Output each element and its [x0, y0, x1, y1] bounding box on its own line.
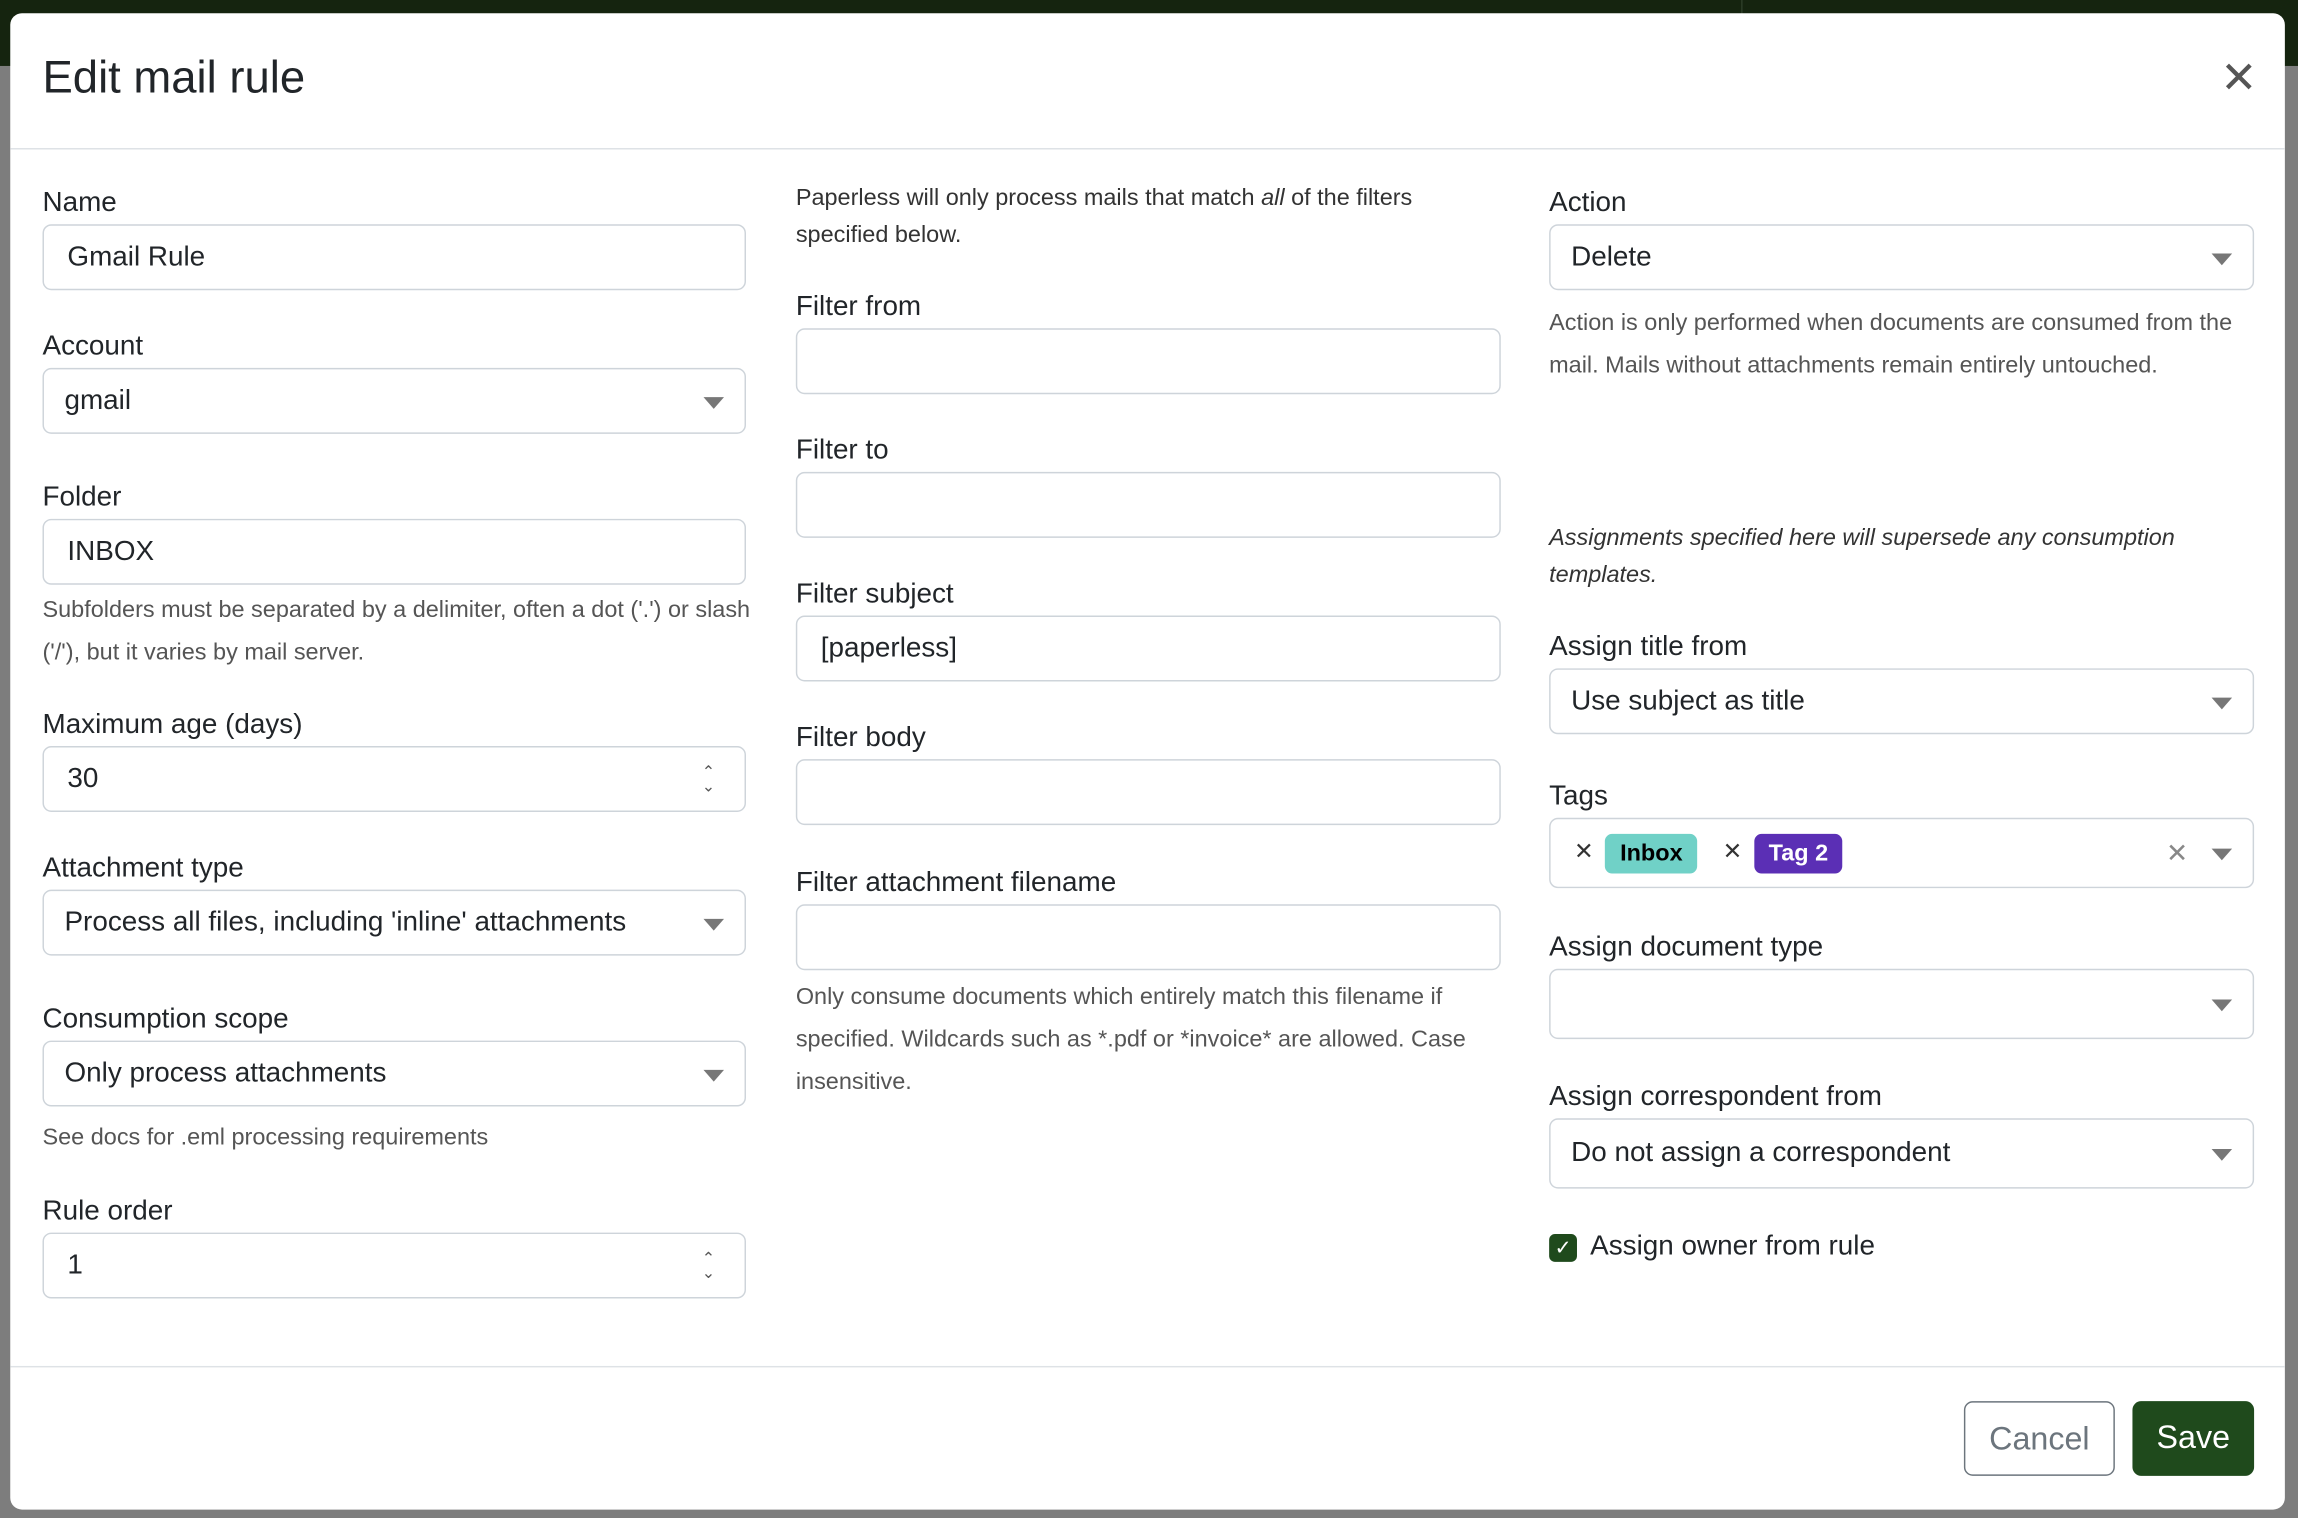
cancel-button[interactable]: Cancel	[1963, 1401, 2115, 1476]
action-value: Delete	[1571, 241, 1652, 273]
filter-from-label: Filter from	[795, 291, 922, 323]
assignments-note: Assignments specified here will supersed…	[1549, 526, 2175, 588]
filter-attachment-help: Only consume documents which entirely ma…	[795, 984, 1466, 1095]
scope-help: See docs for .eml processing requirement…	[42, 1125, 489, 1151]
doc-type-label: Assign document type	[1549, 932, 1824, 963]
scope-select[interactable]: Only process attachments	[42, 1040, 746, 1107]
edit-mail-rule-dialog: Edit mail rule ✕ Name Gmail Rule Account…	[10, 13, 2285, 1510]
filter-attachment-input[interactable]	[795, 904, 1501, 971]
max-age-label: Maximum age (days)	[42, 709, 303, 741]
chevron-down-icon	[703, 397, 725, 409]
tag-tag-2: Tag 2	[1753, 833, 1843, 873]
close-icon[interactable]: ✕	[2220, 54, 2258, 103]
chevron-down-icon	[2211, 848, 2233, 861]
filters-intro: Paperless will only process mails that m…	[796, 180, 1507, 253]
chevron-down-icon	[2211, 1149, 2233, 1161]
stepper-icon[interactable]: ⌃ ⌄	[701, 763, 716, 796]
rule-order-value: 1	[67, 1250, 83, 1281]
action-select[interactable]: Delete	[1549, 224, 2255, 291]
filter-body-input[interactable]	[795, 759, 1501, 826]
chevron-down-icon	[703, 1069, 725, 1082]
attachment-type-value: Process all files, including 'inline' at…	[64, 907, 627, 938]
tag-inbox: Inbox	[1605, 833, 1698, 873]
name-label: Name	[42, 187, 117, 219]
intro-emphasis: all	[1261, 186, 1285, 212]
action-label: Action	[1549, 187, 1627, 219]
name-input[interactable]: Gmail Rule	[42, 224, 746, 291]
title-from-value: Use subject as title	[1571, 685, 1805, 717]
dialog-title: Edit mail rule	[42, 51, 306, 103]
chevron-down-icon	[2211, 697, 2233, 710]
tags-label: Tags	[1549, 781, 1608, 812]
stepper-icon[interactable]: ⌃ ⌄	[701, 1250, 716, 1283]
chevron-down-icon	[703, 918, 725, 931]
owner-checkbox[interactable]: ✓	[1549, 1234, 1577, 1262]
chevron-down-icon	[2211, 999, 2233, 1012]
intro-text: Paperless will only process mails that m…	[795, 186, 1262, 212]
save-button[interactable]: Save	[2132, 1401, 2255, 1476]
correspondent-label: Assign correspondent from	[1549, 1081, 1882, 1113]
dialog-footer: Cancel Save	[10, 1365, 2285, 1510]
correspondent-select[interactable]: Do not assign a correspondent	[1549, 1118, 2255, 1189]
folder-label: Folder	[42, 482, 122, 513]
remove-tag-icon[interactable]: ✕	[1574, 839, 1594, 865]
chevron-down-icon	[2211, 253, 2233, 266]
title-from-label: Assign title from	[1549, 631, 1748, 663]
dialog-header: Edit mail rule ✕	[10, 13, 2285, 150]
folder-input[interactable]: INBOX	[42, 518, 746, 585]
title-from-select[interactable]: Use subject as title	[1549, 668, 2255, 735]
correspondent-value: Do not assign a correspondent	[1571, 1137, 1951, 1169]
filter-subject-label: Filter subject	[795, 578, 954, 610]
intro-text-end: of the filters specified below.	[795, 186, 1413, 248]
rule-order-label: Rule order	[42, 1195, 173, 1227]
max-age-input[interactable]: 30 ⌃ ⌄	[42, 745, 746, 812]
scope-value: Only process attachments	[64, 1058, 387, 1089]
filter-from-input[interactable]	[795, 328, 1501, 395]
scope-label: Consumption scope	[42, 1003, 289, 1035]
rule-order-input[interactable]: 1 ⌃ ⌄	[42, 1232, 746, 1299]
account-select[interactable]: gmail	[42, 367, 746, 434]
remove-tag-icon[interactable]: ✕	[1722, 839, 1743, 865]
account-label: Account	[42, 331, 144, 363]
clear-all-icon[interactable]: ✕	[2166, 838, 2189, 868]
attachment-type-select[interactable]: Process all files, including 'inline' at…	[42, 889, 746, 956]
tags-select[interactable]: ✕ Inbox ✕ Tag 2 ✕	[1549, 817, 2255, 889]
account-value: gmail	[64, 385, 132, 417]
filter-subject-input[interactable]: [paperless]	[795, 615, 1501, 682]
filter-to-input[interactable]	[795, 471, 1501, 538]
folder-help: Subfolders must be separated by a delimi…	[42, 597, 751, 666]
filter-body-label: Filter body	[795, 722, 926, 754]
attachment-type-label: Attachment type	[42, 852, 244, 884]
doc-type-select[interactable]	[1549, 968, 2255, 1040]
filter-attachment-label: Filter attachment filename	[795, 867, 1117, 899]
owner-label: Assign owner from rule	[1590, 1231, 1875, 1262]
filter-to-label: Filter to	[795, 435, 889, 467]
max-age-value: 30	[67, 763, 99, 795]
action-help: Action is only performed when documents …	[1549, 310, 2233, 379]
